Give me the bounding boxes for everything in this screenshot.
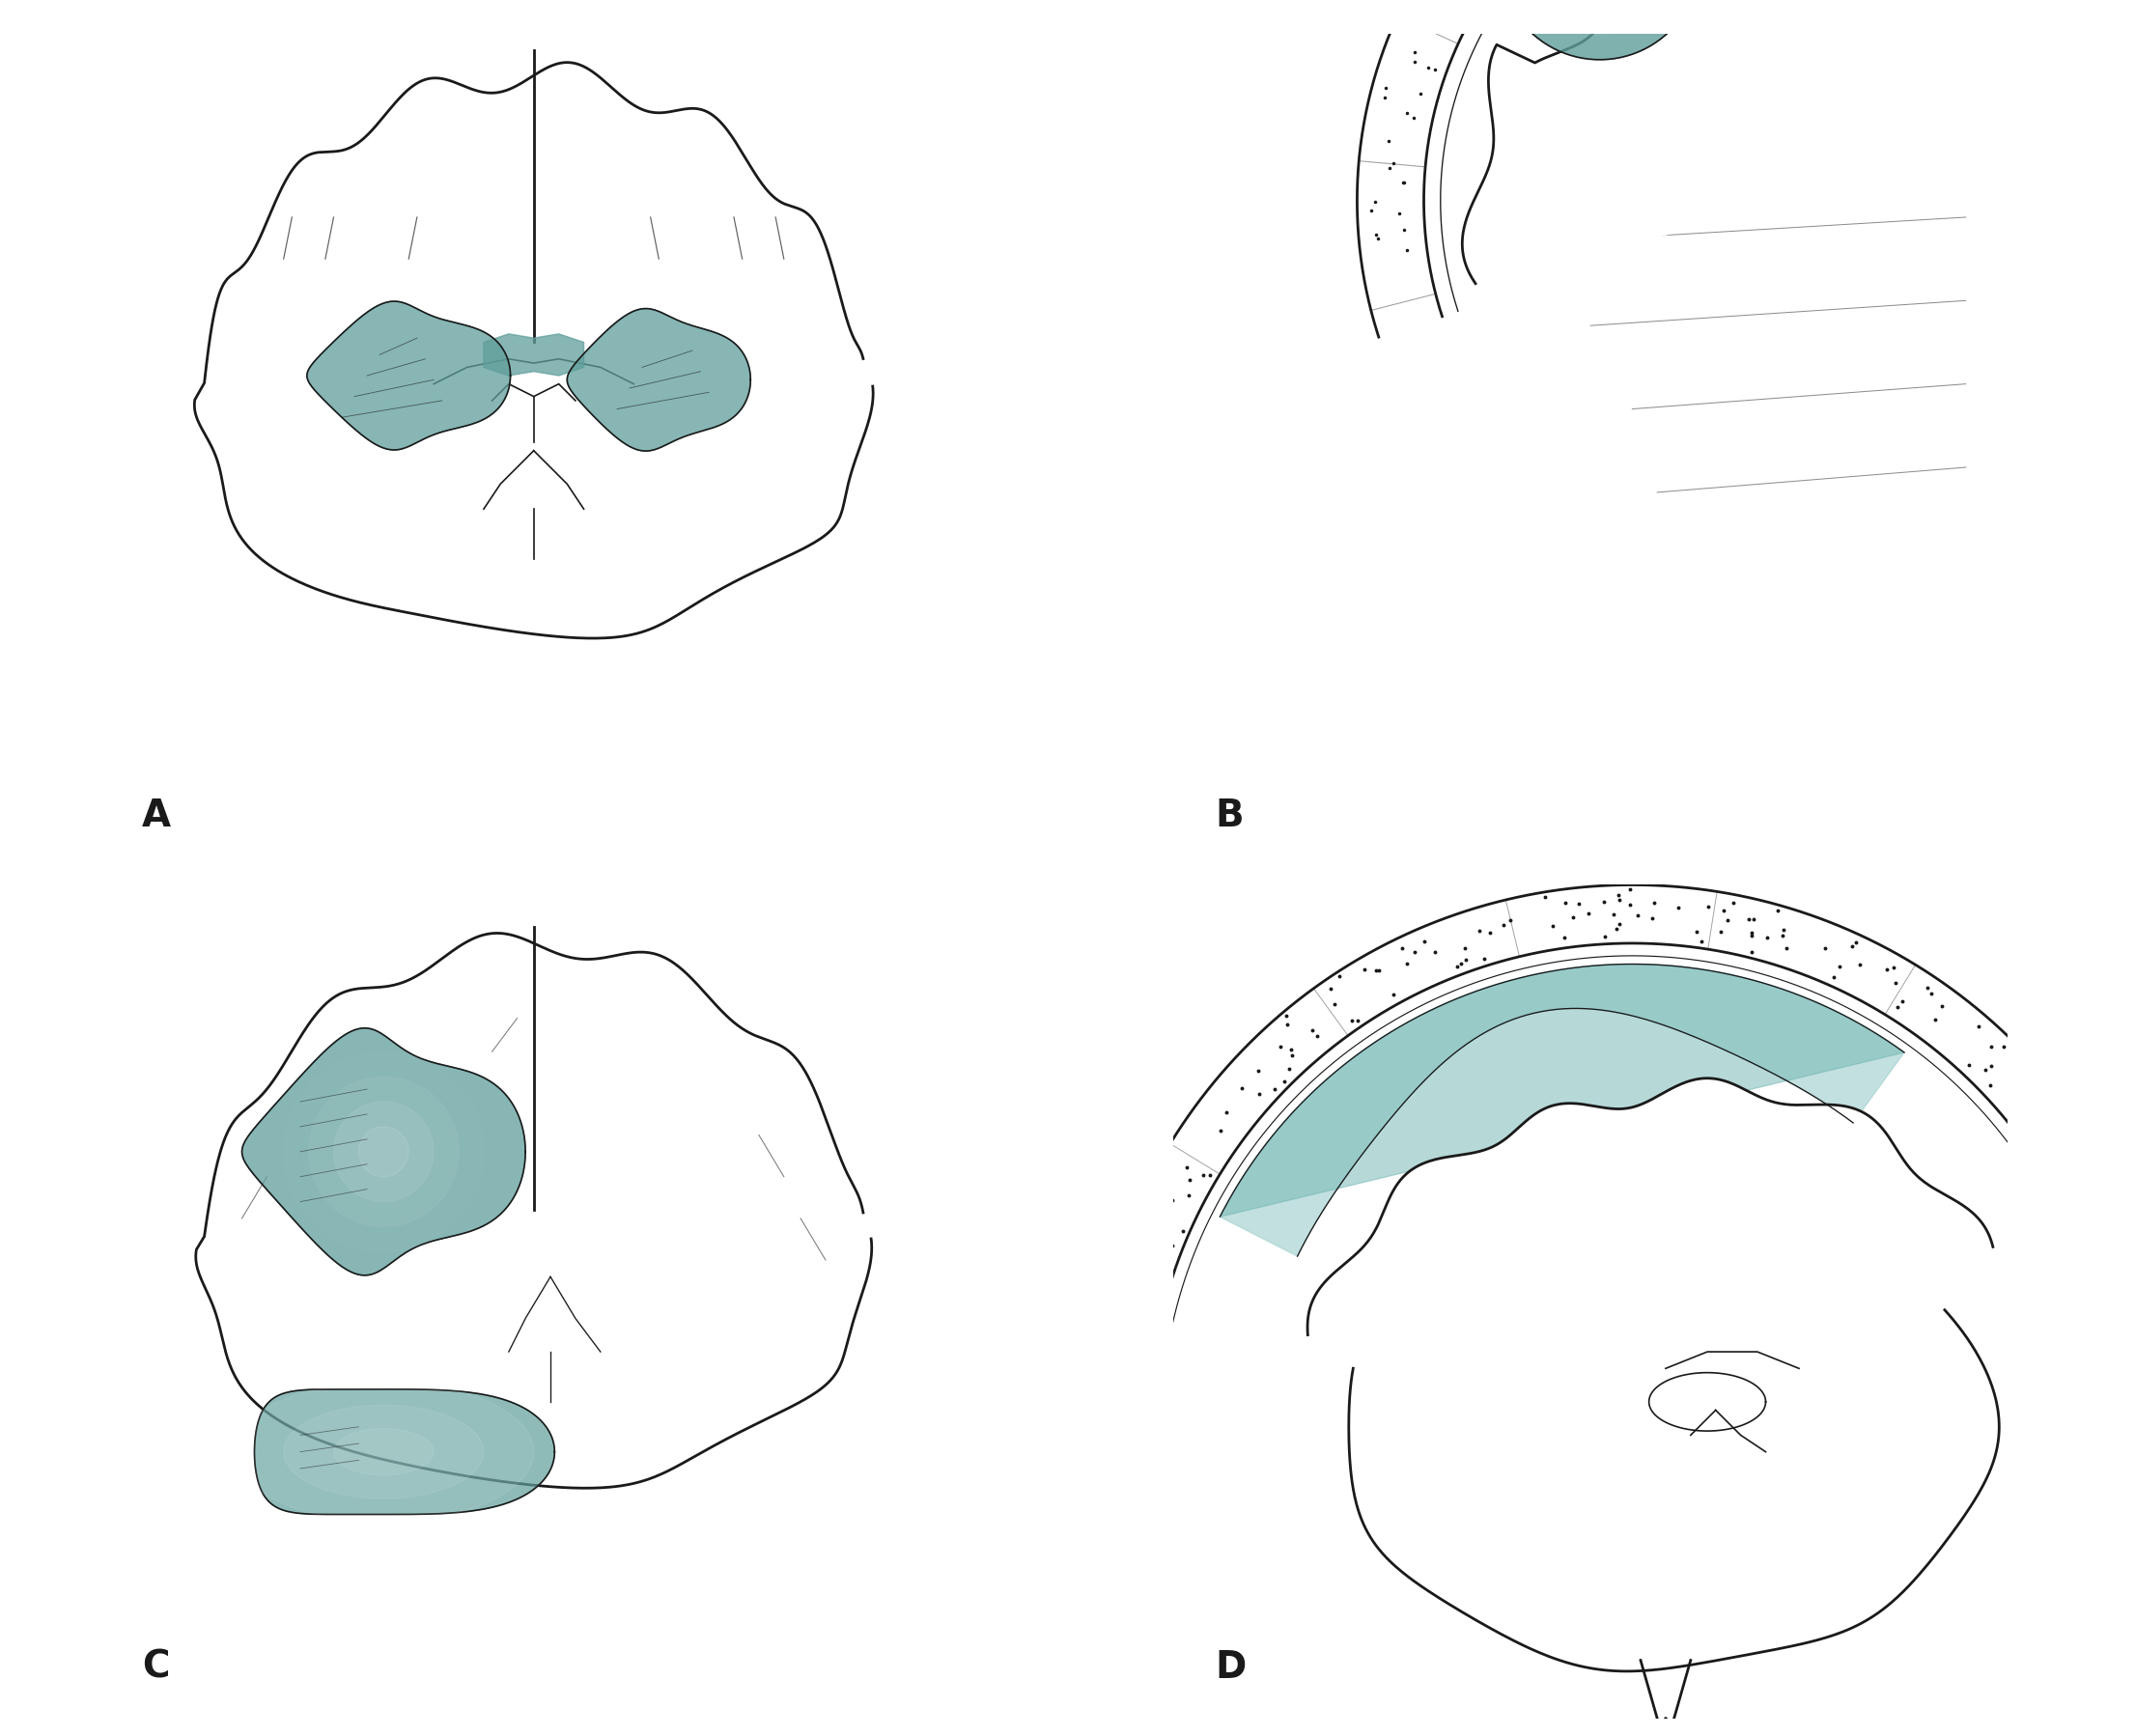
Polygon shape [333, 1429, 433, 1476]
Polygon shape [284, 1406, 485, 1498]
Polygon shape [333, 1102, 433, 1201]
Polygon shape [241, 1028, 525, 1276]
Polygon shape [1358, 0, 2058, 339]
Polygon shape [1307, 1078, 1998, 1672]
Text: D: D [1215, 1647, 1247, 1684]
Polygon shape [1091, 885, 2116, 1397]
Polygon shape [568, 309, 752, 451]
Polygon shape [1219, 965, 1904, 1217]
Polygon shape [1550, 0, 1650, 10]
Polygon shape [254, 1389, 555, 1514]
Polygon shape [1219, 965, 1904, 1257]
Polygon shape [233, 1382, 534, 1522]
Text: C: C [141, 1647, 169, 1684]
Polygon shape [485, 335, 583, 377]
Polygon shape [194, 62, 873, 639]
Polygon shape [359, 1127, 408, 1177]
Text: B: B [1215, 797, 1245, 833]
Polygon shape [1499, 0, 1699, 61]
Polygon shape [307, 302, 510, 451]
Polygon shape [196, 934, 871, 1488]
Text: A: A [141, 797, 171, 833]
Polygon shape [1462, 0, 1968, 285]
